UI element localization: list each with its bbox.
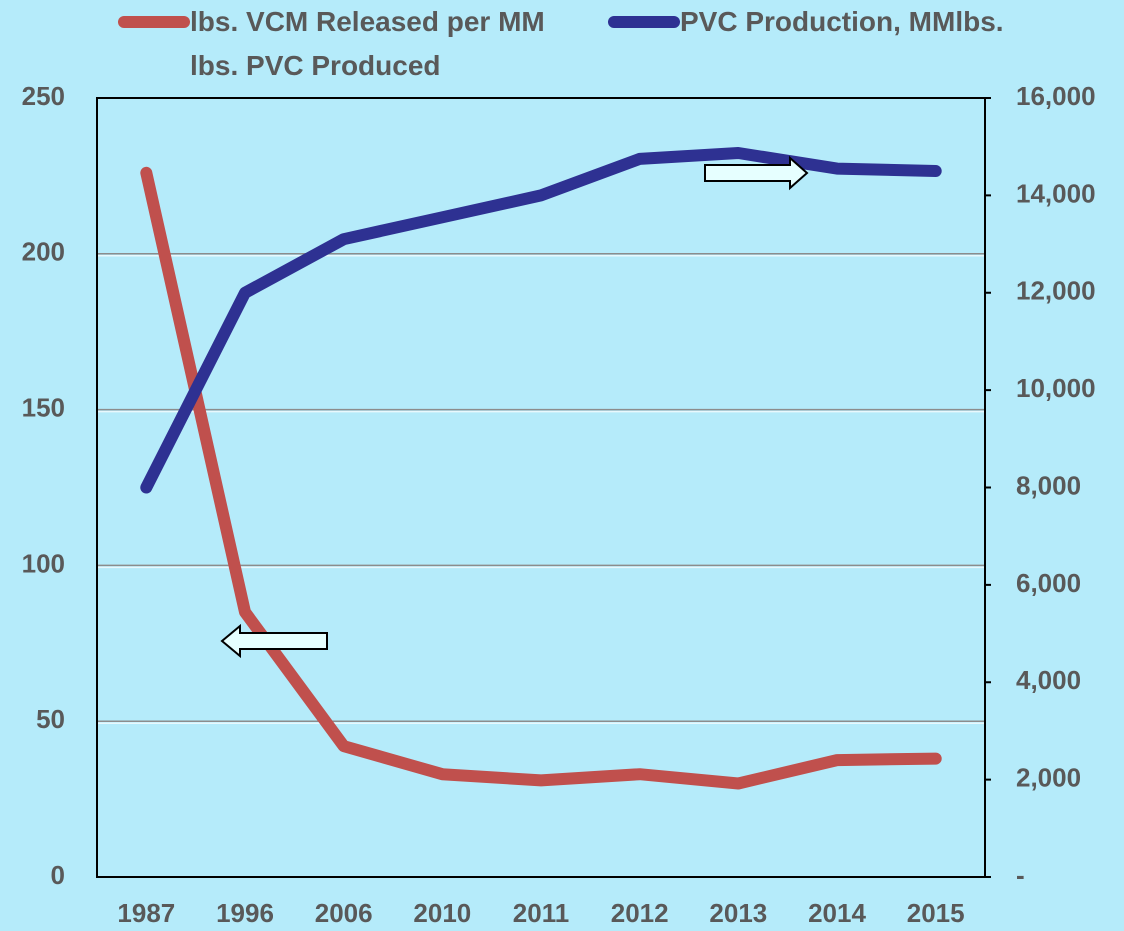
x-tick-label: 2012 bbox=[611, 898, 669, 928]
y2-tick-label: 12,000 bbox=[1016, 276, 1096, 306]
series-line bbox=[140, 147, 942, 494]
series-line bbox=[140, 166, 942, 790]
y2-tick-label: 2,000 bbox=[1016, 763, 1081, 793]
legend-item: lbs. VCM Released per MM lbs. PVC Produc… bbox=[118, 0, 588, 88]
y-tick-label: 250 bbox=[22, 81, 65, 111]
x-tick-label: 2011 bbox=[513, 898, 569, 928]
y2-tick-label: 10,000 bbox=[1016, 373, 1096, 403]
y2-tick-label: 8,000 bbox=[1016, 470, 1081, 500]
y2-tick-label: 6,000 bbox=[1016, 568, 1081, 598]
legend-swatch bbox=[608, 16, 680, 28]
legend-swatch bbox=[118, 16, 190, 28]
x-tick-label: 2010 bbox=[413, 898, 471, 928]
grid bbox=[97, 253, 985, 724]
y-tick-label: 100 bbox=[22, 548, 65, 578]
arrow-right-axis bbox=[704, 155, 809, 191]
y-tick-label: 150 bbox=[22, 392, 65, 422]
y2-tick-label: 4,000 bbox=[1016, 665, 1081, 695]
lines bbox=[140, 147, 942, 790]
y-tick-label: 50 bbox=[36, 704, 65, 734]
legend-item: PVC Production, MMlbs. bbox=[608, 0, 1108, 44]
x-tick-label: 1987 bbox=[117, 898, 175, 928]
x-tick-label: 1996 bbox=[216, 898, 274, 928]
x-tick-label: 2013 bbox=[709, 898, 767, 928]
x-tick-label: 2015 bbox=[907, 898, 965, 928]
x-tick-label: 2014 bbox=[808, 898, 866, 928]
legend-label: PVC Production, MMlbs. bbox=[680, 6, 1004, 37]
y-tick-label: 200 bbox=[22, 237, 65, 267]
arrow-left-axis bbox=[220, 623, 328, 659]
y2-tick-label: 16,000 bbox=[1016, 81, 1096, 111]
x-tick-label: 2006 bbox=[315, 898, 373, 928]
legend-label: lbs. VCM Released per MM lbs. PVC Produc… bbox=[190, 6, 545, 81]
y-tick-label: 0 bbox=[51, 860, 65, 890]
y2-tick-label: 14,000 bbox=[1016, 178, 1096, 208]
y2-tick-label: - bbox=[1016, 860, 1025, 890]
